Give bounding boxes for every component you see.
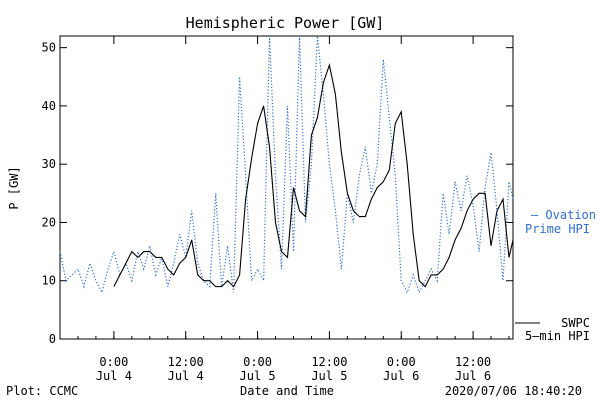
x-tick-date-label: Jul 5 xyxy=(240,369,276,383)
plot-area xyxy=(59,35,514,340)
legend-label-ovation-line1: — Ovation xyxy=(531,208,596,222)
y-tick-label: 20 xyxy=(42,215,56,229)
y-axis-label: P [GW] xyxy=(7,166,21,209)
x-tick-date-label: Jul 4 xyxy=(168,369,204,383)
y-tick-label: 0 xyxy=(49,332,56,346)
y-tick-label: 10 xyxy=(42,274,56,288)
series-line-ovation-prime xyxy=(59,35,514,295)
series-group xyxy=(59,35,514,295)
footer-credit: Plot: CCMC xyxy=(6,384,78,398)
x-tick-time-label: 0:00 xyxy=(243,355,272,369)
x-tick-date-label: Jul 6 xyxy=(455,369,491,383)
x-tick-time-label: 12:00 xyxy=(455,355,491,369)
series-line-swpc xyxy=(113,63,514,288)
y-tick-label: 40 xyxy=(42,99,56,113)
x-tick-time-label: 0:00 xyxy=(99,355,128,369)
y-axis-ticks: 0 10 20 30 40 50 xyxy=(42,41,513,346)
y-tick-label: 30 xyxy=(42,157,56,171)
legend-label-swpc-line1: SWPC xyxy=(561,316,590,330)
x-tick-date-label: Jul 5 xyxy=(311,369,347,383)
chart-title: Hemispheric Power [GW] xyxy=(186,14,385,32)
y-tick-label: 50 xyxy=(42,41,56,55)
legend-label-swpc-line2: 5—min HPI xyxy=(525,329,590,343)
x-tick-date-label: Jul 4 xyxy=(96,369,132,383)
plot-frame xyxy=(59,35,514,340)
x-axis-label: Date and Time xyxy=(240,384,334,398)
footer-timestamp: 2020/07/06 18:40:20 xyxy=(445,384,582,398)
x-tick-time-label: 12:00 xyxy=(168,355,204,369)
x-tick-date-label: Jul 6 xyxy=(383,369,419,383)
legend-label-ovation-line2: Prime HPI xyxy=(525,222,590,236)
x-tick-time-label: 0:00 xyxy=(387,355,416,369)
x-tick-time-label: 12:00 xyxy=(311,355,347,369)
